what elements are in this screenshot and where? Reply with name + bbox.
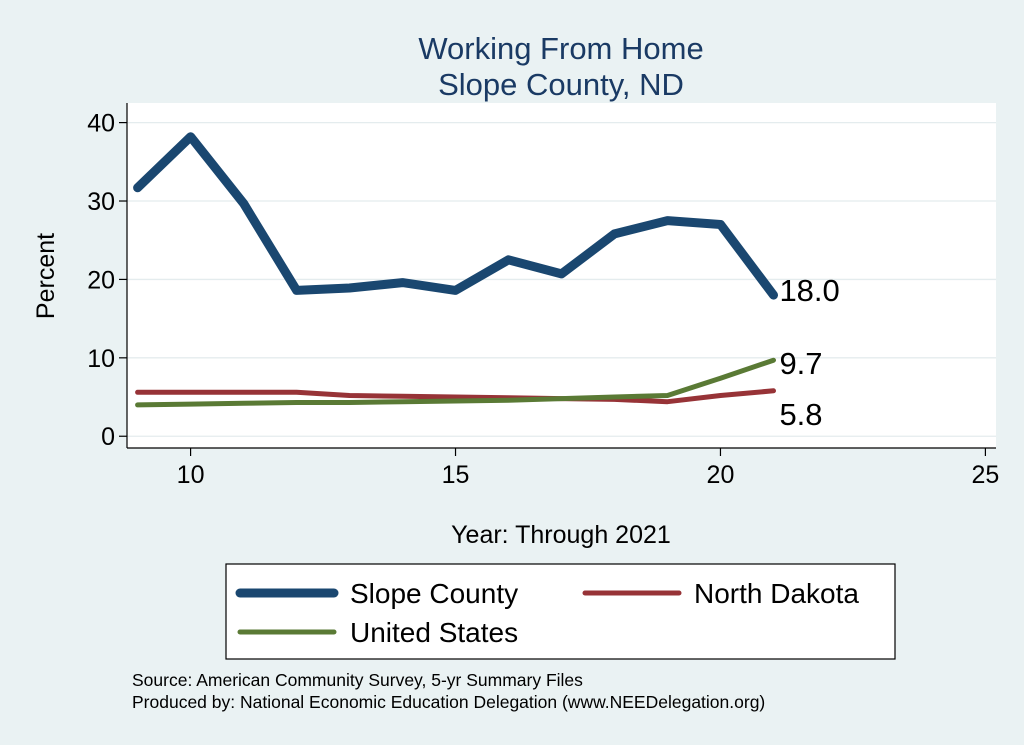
end-label-united-states: 9.7 bbox=[779, 346, 822, 381]
chart-subtitle: Slope County, ND bbox=[438, 67, 684, 102]
end-label-slope-county: 18.0 bbox=[779, 273, 839, 308]
legend-label-slope-county: Slope County bbox=[350, 578, 518, 609]
x-tick-label-10: 10 bbox=[177, 461, 205, 489]
series-lines bbox=[133, 132, 778, 408]
producer-note: Produced by: National Economic Education… bbox=[132, 692, 765, 712]
x-tick-label-15: 15 bbox=[442, 461, 470, 489]
x-tick-label-20: 20 bbox=[707, 461, 735, 489]
y-axis-title: Percent bbox=[32, 233, 60, 319]
series-line-north-dakota bbox=[135, 388, 776, 405]
x-axis-ticks: 10 15 20 25 bbox=[177, 448, 999, 489]
legend-label-north-dakota: North Dakota bbox=[694, 578, 859, 609]
x-axis-title: Year: Through 2021 bbox=[451, 521, 671, 549]
y-tick-label-30: 30 bbox=[87, 188, 115, 216]
legend: Slope County North Dakota United States bbox=[225, 563, 896, 660]
y-tick-label-40: 40 bbox=[87, 110, 115, 138]
end-labels: 18.0 5.8 9.7 bbox=[779, 273, 839, 432]
y-axis-ticks: 0 10 20 30 40 bbox=[87, 110, 127, 451]
gridlines bbox=[127, 121, 996, 437]
y-tick-label-0: 0 bbox=[101, 423, 115, 451]
y-tick-label-10: 10 bbox=[87, 345, 115, 373]
end-label-north-dakota: 5.8 bbox=[779, 397, 822, 432]
series-line-united-states bbox=[135, 357, 776, 408]
source-note: Source: American Community Survey, 5-yr … bbox=[132, 670, 583, 690]
series-line-slope-county bbox=[133, 132, 778, 300]
x-tick-label-25: 25 bbox=[971, 461, 999, 489]
chart-title: Working From Home bbox=[418, 31, 703, 66]
legend-box bbox=[225, 563, 896, 660]
y-tick-label-20: 20 bbox=[87, 266, 115, 294]
legend-label-united-states: United States bbox=[350, 617, 518, 648]
